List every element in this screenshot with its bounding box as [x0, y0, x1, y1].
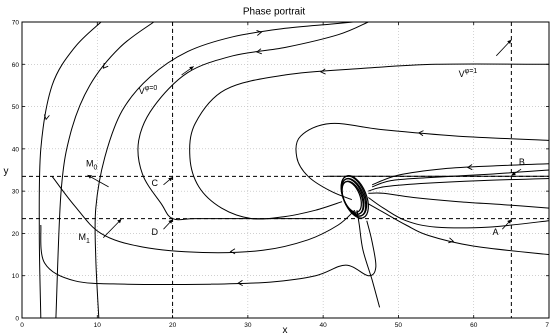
- direction-arrow: [466, 164, 473, 171]
- annotation-subscript: 1: [86, 238, 90, 245]
- annotation-label: D: [151, 227, 158, 237]
- direction-arrow: [320, 68, 326, 75]
- y-tick-label: 50: [12, 104, 20, 111]
- y-tick-label: 70: [12, 20, 20, 27]
- trajectories: [38, 21, 550, 319]
- trajectory-line: [137, 21, 369, 221]
- annotation-label: B: [519, 157, 525, 167]
- y-tick-label: 40: [12, 146, 20, 153]
- annotation-pointer: [103, 218, 122, 238]
- annotation-arrowhead: [117, 219, 122, 224]
- annotation-text: V: [139, 86, 145, 96]
- annotation-text: V: [459, 69, 465, 79]
- direction-arrow: [417, 130, 424, 137]
- annotation-arrowhead: [87, 175, 92, 179]
- annotation-arrowhead: [189, 66, 194, 71]
- x-tick-label: 60: [470, 322, 478, 329]
- y-tick-label: 10: [12, 273, 20, 280]
- annotation-arrowhead: [507, 39, 512, 44]
- trajectory-line: [368, 192, 550, 209]
- annotation-label: Vφ=1: [459, 68, 478, 79]
- trajectory-line: [371, 163, 550, 186]
- annotation-arrowhead: [168, 177, 173, 182]
- annotation-arrowhead: [507, 219, 512, 224]
- annotation-arrowhead: [168, 219, 173, 224]
- annotation-pointer: [87, 174, 109, 188]
- trajectory-line: [55, 21, 155, 319]
- y-tick-label: 20: [12, 231, 20, 238]
- direction-arrow: [43, 114, 50, 121]
- trajectory-line: [38, 21, 102, 319]
- direction-arrow: [448, 237, 455, 244]
- x-tick-label: 10: [94, 322, 102, 329]
- chart-title: Phase portrait: [243, 7, 305, 18]
- direction-arrow: [102, 62, 109, 69]
- annotation-arrowhead: [511, 171, 516, 176]
- x-tick-label: 30: [244, 322, 252, 329]
- trajectory-line: [368, 178, 550, 192]
- annotation-text: D: [151, 227, 158, 237]
- trajectory-line: [368, 203, 550, 256]
- y-tick-label: 30: [12, 189, 20, 196]
- direction-arrow: [255, 48, 262, 55]
- annotation-label: M0: [86, 159, 98, 172]
- trajectory-line: [40, 220, 377, 286]
- y-tick-label: 0: [15, 316, 19, 323]
- annotation-text: B: [519, 157, 525, 167]
- trajectory-line: [371, 169, 550, 188]
- annotation-subscript: 0: [93, 165, 97, 172]
- x-tick-label: 40: [320, 322, 328, 329]
- y-axis-label: y: [4, 166, 9, 177]
- x-axis-label: x: [283, 325, 288, 335]
- limit-cycle-loop: [340, 175, 369, 219]
- trajectory-line: [51, 175, 356, 254]
- plot-frame: [21, 21, 550, 319]
- annotation-text: M: [78, 232, 86, 242]
- annotation-label: Vφ=0: [139, 85, 158, 96]
- trajectory-line: [368, 197, 550, 229]
- annotation-label: A: [493, 227, 499, 237]
- x-tick-label: 20: [169, 322, 177, 329]
- y-tick-label: 60: [12, 62, 20, 69]
- annotation-text: M: [86, 159, 94, 169]
- annotation-text: A: [493, 227, 499, 237]
- trajectory-line: [295, 122, 550, 201]
- direction-arrow: [229, 248, 236, 255]
- annotation-superscript: φ=0: [145, 85, 158, 92]
- x-tick-label: 50: [395, 322, 403, 329]
- trajectory-line: [356, 210, 381, 308]
- limit-cycle: [340, 175, 369, 219]
- direction-arrow: [237, 280, 243, 286]
- x-tick-label: 0: [20, 322, 24, 329]
- annotation-superscript: φ=1: [465, 68, 478, 75]
- grid: [22, 22, 549, 318]
- reference-lines: [22, 22, 549, 318]
- x-tick-label: 7: [545, 322, 549, 329]
- trajectory-line: [94, 21, 354, 319]
- annotation-label: M1: [78, 232, 90, 245]
- direction-arrow: [256, 29, 263, 36]
- annotation-label: C: [151, 178, 158, 188]
- annotation-text: C: [151, 178, 158, 188]
- trajectory-line: [189, 63, 550, 220]
